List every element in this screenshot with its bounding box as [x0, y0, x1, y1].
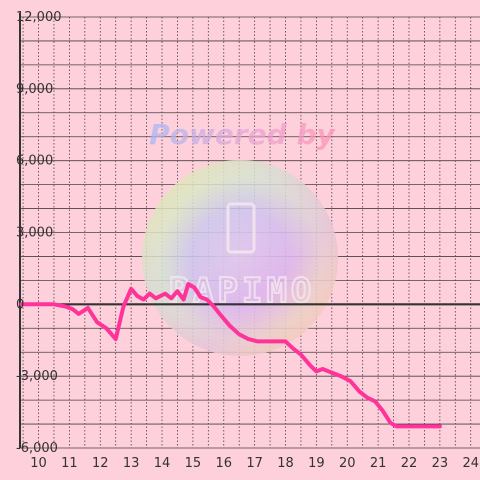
x-tick-label: 13: [123, 456, 140, 471]
watermark: Powered by PAPIMO: [142, 118, 338, 356]
x-tick-label: 24: [462, 456, 479, 471]
y-tick-label: 6,000: [16, 154, 53, 169]
x-tick-label: 19: [308, 456, 325, 471]
x-tick-label: 20: [339, 456, 356, 471]
y-tick-label: 0: [16, 297, 24, 312]
grid-lines: [20, 16, 480, 449]
x-tick-label: 11: [61, 456, 78, 471]
x-tick-label: 10: [30, 456, 47, 471]
series-line: [19, 282, 442, 429]
x-tick-label: 17: [246, 456, 263, 471]
x-tick-label: 14: [154, 456, 171, 471]
x-tick-label: 21: [370, 456, 387, 471]
watermark-logo-icon: [226, 202, 256, 254]
axes: [19, 13, 480, 448]
y-tick-label: 3,000: [16, 226, 53, 241]
y-tick-label: -6,000: [16, 441, 58, 456]
x-tick-label: 16: [215, 456, 232, 471]
y-tick-label: 9,000: [16, 82, 53, 97]
x-tick-label: 22: [401, 456, 418, 471]
watermark-logo-sheen: [142, 160, 338, 356]
x-tick-label: 12: [92, 456, 109, 471]
x-tick-label: 15: [185, 456, 202, 471]
y-tick-label: 12,000: [16, 10, 62, 25]
y-tick-label: -3,000: [16, 369, 58, 384]
series-layer: [19, 282, 442, 429]
x-tick-label: 23: [432, 456, 449, 471]
x-tick-label: 18: [277, 456, 294, 471]
watermark-text: Powered by: [149, 118, 336, 151]
